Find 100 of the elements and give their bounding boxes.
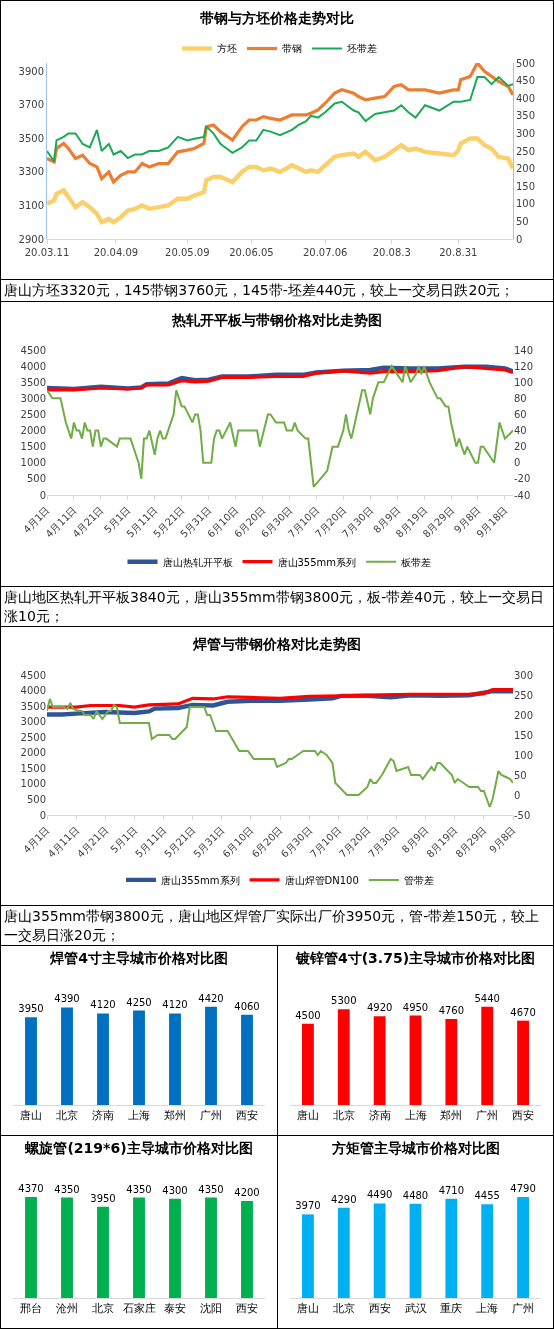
x-tick-label: 唐山: [20, 1109, 42, 1123]
x-tick-label: 上海: [128, 1109, 150, 1123]
bar: [517, 1197, 529, 1298]
text: 唐山地区热轧开平板3840元，唐山355mm带钢3800元，板-带差40元，较上一交易日涨10元；: [1, 586, 553, 626]
bar: [445, 1198, 458, 1298]
x-tick-label: 北京: [56, 1109, 78, 1123]
data-label: 4760: [438, 1005, 465, 1017]
data-label: 4950: [402, 1001, 429, 1013]
bar: [205, 1197, 217, 1298]
chart-title: 带钢与方坯价格走势对比: [200, 10, 354, 27]
data-label: 4480: [402, 1189, 429, 1201]
data-label: 4060: [234, 1000, 260, 1012]
line-series: [47, 698, 513, 808]
x-tick-label: 邢台: [20, 1302, 42, 1316]
bar: [169, 1013, 181, 1105]
y2-tick-label: -50: [514, 809, 531, 821]
legend-label: 唐山355mm系列: [277, 556, 357, 568]
y2-tick-label: 0: [514, 789, 521, 801]
bar: [302, 1023, 314, 1105]
y2-tick-label: 0: [514, 457, 521, 469]
data-label: 4670: [510, 1006, 536, 1018]
x-tick-label: 20.8.31: [439, 247, 478, 258]
y2-tick-label: 150: [514, 729, 534, 741]
legend-label: 唐山355mm系列: [161, 874, 240, 886]
bar: [373, 1203, 386, 1298]
bar: [337, 1009, 350, 1105]
y2-tick-label: -20: [514, 473, 531, 485]
x-tick-label: 沧州: [56, 1302, 78, 1316]
y-tick-label: 2500: [20, 408, 46, 420]
bar: [169, 1198, 181, 1298]
y2-tick-label: 100: [514, 376, 534, 388]
line-series: [47, 136, 513, 225]
bar: [337, 1207, 350, 1298]
x-tick-label: 西安: [368, 1302, 391, 1316]
y-tick-label: 3500: [20, 700, 46, 712]
y2-tick-label: 120: [514, 360, 534, 372]
x-tick-label: 广州: [200, 1109, 222, 1123]
y-tick-label: 4500: [20, 669, 46, 681]
bar: [133, 1197, 145, 1298]
data-label: 4350: [198, 1183, 224, 1195]
data-label: 5440: [474, 992, 500, 1004]
y-tick-label: 3500: [18, 132, 44, 144]
x-tick-label: 郑州: [440, 1109, 463, 1123]
y2-tick-label: 100: [516, 198, 536, 210]
data-label: 4920: [366, 1002, 393, 1014]
y2-tick-label: 0: [516, 233, 523, 245]
y-tick-label: 3000: [20, 716, 46, 728]
y2-tick-label: 50: [516, 215, 529, 227]
x-tick-label: 20.03.11: [24, 247, 70, 258]
data-label: 3950: [90, 1192, 116, 1204]
y-tick-label: 1000: [20, 457, 46, 469]
x-tick-label: 广州: [512, 1302, 535, 1316]
bar: [61, 1007, 73, 1105]
legend-label: 方坯: [217, 43, 237, 55]
y-tick-label: 4000: [20, 360, 46, 372]
bar: [133, 1010, 145, 1105]
y2-tick-label: 20: [514, 441, 527, 453]
bar: [97, 1206, 109, 1298]
x-tick-label: 20.06.05: [229, 247, 274, 258]
bar: [302, 1214, 314, 1298]
legend-label: 板带差: [400, 556, 432, 568]
y2-tick-label: 200: [516, 163, 536, 175]
y-tick-label: 1500: [20, 441, 46, 453]
y-tick-label: 3100: [18, 199, 44, 211]
x-tick-label: 西安: [512, 1109, 535, 1123]
y-tick-label: 500: [26, 473, 46, 485]
x-tick-label: 上海: [404, 1109, 427, 1123]
line-series: [47, 365, 513, 488]
data-label: 4120: [162, 999, 188, 1011]
data-label: 5300: [331, 995, 357, 1007]
y-tick-label: 2900: [18, 233, 44, 245]
line-series: [47, 688, 513, 709]
y2-tick-label: -40: [514, 489, 531, 501]
legend-label: 坯带差: [346, 43, 377, 55]
x-tick-label: 西安: [236, 1109, 258, 1123]
y2-tick-label: 60: [514, 408, 527, 420]
chart-title: 焊管与带钢价格对比走势图: [192, 636, 361, 653]
y-tick-label: 2000: [20, 747, 46, 759]
data-label: 3970: [295, 1200, 321, 1212]
y2-tick-label: 50: [514, 769, 527, 781]
bar: [205, 1006, 217, 1105]
chart-title: 焊管4寸主导城市价格对比图: [49, 950, 228, 967]
y2-tick-label: 400: [516, 92, 536, 104]
bar: [25, 1197, 37, 1298]
y-tick-label: 500: [26, 793, 46, 805]
bar: [241, 1014, 253, 1105]
y2-tick-label: 200: [514, 709, 534, 721]
y-tick-label: 1000: [20, 778, 46, 790]
bar: [373, 1016, 386, 1105]
data-label: 4300: [162, 1184, 188, 1196]
x-tick-label: 泰安: [164, 1302, 186, 1316]
data-label: 4710: [438, 1184, 465, 1196]
bar: [481, 1204, 494, 1298]
y-tick-label: 3900: [18, 65, 44, 77]
y-tick-label: 3000: [20, 392, 46, 404]
y-tick-label: 3700: [18, 99, 44, 111]
x-tick-label: 20.05.09: [165, 247, 210, 258]
y2-tick-label: 350: [516, 110, 536, 122]
x-tick-label: 广州: [476, 1109, 499, 1123]
y-tick-label: 4500: [20, 344, 46, 356]
